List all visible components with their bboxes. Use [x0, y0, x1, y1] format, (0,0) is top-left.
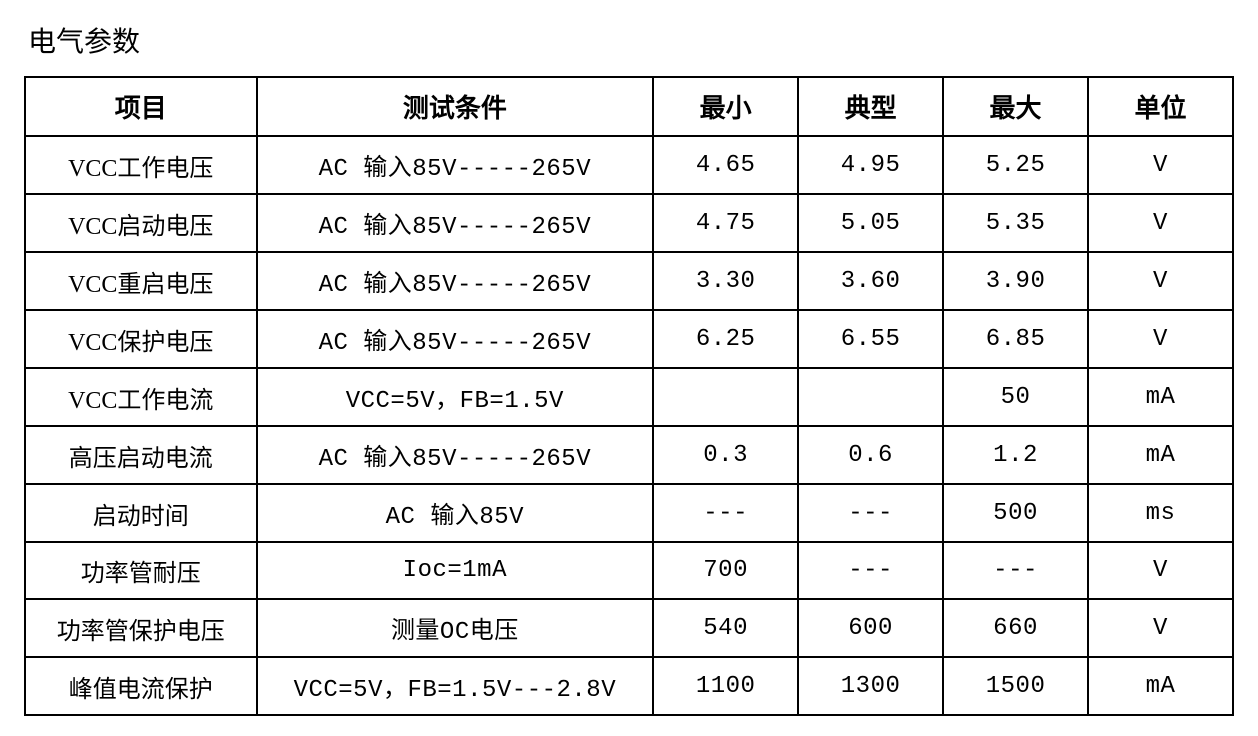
cell-cond: AC 输入85V-----265V: [257, 426, 654, 484]
table-row: VCC工作电压 AC 输入85V-----265V 4.65 4.95 5.25…: [25, 136, 1233, 194]
electrical-parameters-table: 项目 测试条件 最小 典型 最大 单位 VCC工作电压 AC 输入85V----…: [24, 76, 1234, 716]
cell-item: 功率管保护电压: [25, 599, 257, 657]
cell-typ: 5.05: [798, 194, 943, 252]
table-row: VCC保护电压 AC 输入85V-----265V 6.25 6.55 6.85…: [25, 310, 1233, 368]
cell-unit: ms: [1088, 484, 1233, 542]
cell-cond: Ioc=1mA: [257, 542, 654, 599]
cell-min: 1100: [653, 657, 798, 715]
col-header-max: 最大: [943, 77, 1088, 136]
cell-min: 0.3: [653, 426, 798, 484]
cell-typ: 4.95: [798, 136, 943, 194]
table-row: 功率管耐压 Ioc=1mA 700 --- --- V: [25, 542, 1233, 599]
cell-unit: V: [1088, 194, 1233, 252]
cell-max: 660: [943, 599, 1088, 657]
cell-cond: AC 输入85V-----265V: [257, 194, 654, 252]
cell-unit: mA: [1088, 426, 1233, 484]
cell-min: 4.75: [653, 194, 798, 252]
cell-item: VCC保护电压: [25, 310, 257, 368]
cell-item: 功率管耐压: [25, 542, 257, 599]
cell-unit: V: [1088, 252, 1233, 310]
cell-item: VCC启动电压: [25, 194, 257, 252]
cell-typ: 600: [798, 599, 943, 657]
cell-item: VCC工作电压: [25, 136, 257, 194]
cell-cond: AC 输入85V: [257, 484, 654, 542]
cell-max: 50: [943, 368, 1088, 426]
cell-cond: AC 输入85V-----265V: [257, 252, 654, 310]
section-title: 电气参数: [28, 20, 1234, 60]
cell-unit: V: [1088, 310, 1233, 368]
cell-max: 500: [943, 484, 1088, 542]
cell-typ: 3.60: [798, 252, 943, 310]
cell-item: VCC重启电压: [25, 252, 257, 310]
cell-typ: 0.6: [798, 426, 943, 484]
cell-unit: V: [1088, 542, 1233, 599]
table-row: 峰值电流保护 VCC=5V，FB=1.5V---2.8V 1100 1300 1…: [25, 657, 1233, 715]
cell-cond: AC 输入85V-----265V: [257, 310, 654, 368]
cell-typ: 1300: [798, 657, 943, 715]
cell-max: 5.35: [943, 194, 1088, 252]
cell-cond: VCC=5V，FB=1.5V---2.8V: [257, 657, 654, 715]
cell-unit: mA: [1088, 657, 1233, 715]
cell-unit: V: [1088, 136, 1233, 194]
cell-max: 1500: [943, 657, 1088, 715]
cell-min: 700: [653, 542, 798, 599]
cell-min: 3.30: [653, 252, 798, 310]
cell-cond: AC 输入85V-----265V: [257, 136, 654, 194]
cell-item: 高压启动电流: [25, 426, 257, 484]
cell-item: 峰值电流保护: [25, 657, 257, 715]
cell-typ: 6.55: [798, 310, 943, 368]
table-row: VCC重启电压 AC 输入85V-----265V 3.30 3.60 3.90…: [25, 252, 1233, 310]
col-header-item: 项目: [25, 77, 257, 136]
cell-max: 5.25: [943, 136, 1088, 194]
table-row: VCC启动电压 AC 输入85V-----265V 4.75 5.05 5.35…: [25, 194, 1233, 252]
cell-cond: VCC=5V，FB=1.5V: [257, 368, 654, 426]
cell-min: 6.25: [653, 310, 798, 368]
cell-unit: mA: [1088, 368, 1233, 426]
cell-typ: ---: [798, 484, 943, 542]
cell-max: 6.85: [943, 310, 1088, 368]
cell-max: ---: [943, 542, 1088, 599]
cell-item: 启动时间: [25, 484, 257, 542]
cell-min: [653, 368, 798, 426]
cell-min: ---: [653, 484, 798, 542]
cell-typ: [798, 368, 943, 426]
cell-max: 3.90: [943, 252, 1088, 310]
cell-max: 1.2: [943, 426, 1088, 484]
table-row: 启动时间 AC 输入85V --- --- 500 ms: [25, 484, 1233, 542]
col-header-typ: 典型: [798, 77, 943, 136]
cell-typ: ---: [798, 542, 943, 599]
table-row: 高压启动电流 AC 输入85V-----265V 0.3 0.6 1.2 mA: [25, 426, 1233, 484]
col-header-unit: 单位: [1088, 77, 1233, 136]
cell-item: VCC工作电流: [25, 368, 257, 426]
cell-cond: 测量OC电压: [257, 599, 654, 657]
table-row: 功率管保护电压 测量OC电压 540 600 660 V: [25, 599, 1233, 657]
cell-unit: V: [1088, 599, 1233, 657]
cell-min: 4.65: [653, 136, 798, 194]
cell-min: 540: [653, 599, 798, 657]
table-header-row: 项目 测试条件 最小 典型 最大 单位: [25, 77, 1233, 136]
table-row: VCC工作电流 VCC=5V，FB=1.5V 50 mA: [25, 368, 1233, 426]
col-header-min: 最小: [653, 77, 798, 136]
col-header-condition: 测试条件: [257, 77, 654, 136]
